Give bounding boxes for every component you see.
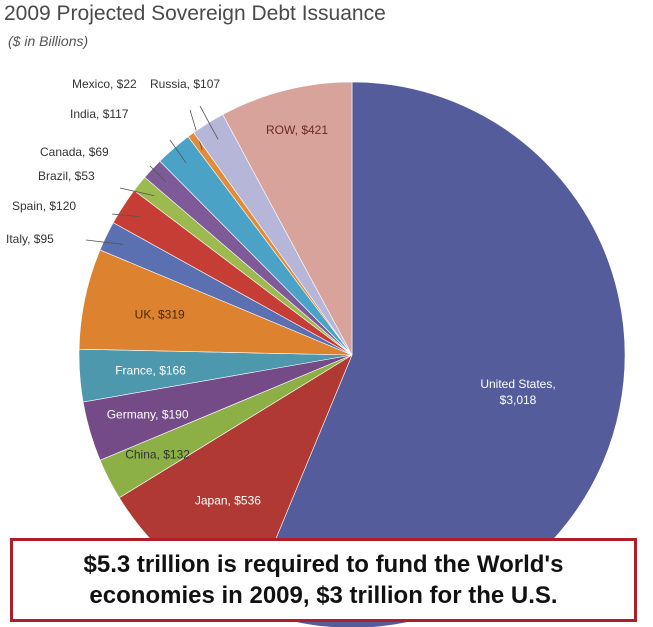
leader-line-mexico [189,109,203,151]
slice-label-mexico: Mexico, $22 [72,77,137,91]
slice-label-france: France, $166 [115,363,186,377]
slice-label-germany: Germany, $190 [107,408,189,422]
leader-line-russia [199,105,219,140]
pie-slice-united-states [247,81,626,627]
callout-line-2: economies in 2009, $3 trillion for the U… [89,582,558,609]
slice-label-united-states: United States, $3,018 [480,377,555,407]
slice-label-japan: Japan, $536 [195,493,261,507]
callout-line-1: $5.3 trillion is required to fund the Wo… [83,551,564,578]
slice-label-brazil: Brazil, $53 [38,169,95,183]
slice-label-spain: Spain, $120 [12,199,76,213]
slice-label-italy: Italy, $95 [6,232,54,246]
pie-slice-row [222,81,353,356]
chart-subtitle: ($ in Billions) [8,33,89,49]
slice-label-canada: Canada, $69 [40,145,109,159]
leader-line-canada [149,165,167,183]
leader-line-italy [85,239,124,245]
leader-line-india [169,139,187,164]
slice-label-china: China, $132 [125,447,190,461]
slice-label-russia: Russia, $107 [150,77,220,91]
leader-line-spain [111,213,140,218]
slice-label-india: India, $117 [70,107,129,121]
callout-box: $5.3 trillion is required to fund the Wo… [10,538,637,622]
slice-label-row: ROW, $421 [266,123,328,137]
chart-title: 2009 Projected Sovereign Debt Issuance [4,2,386,25]
slice-label-uk: UK, $319 [135,307,185,321]
leader-line-brazil [119,187,155,197]
